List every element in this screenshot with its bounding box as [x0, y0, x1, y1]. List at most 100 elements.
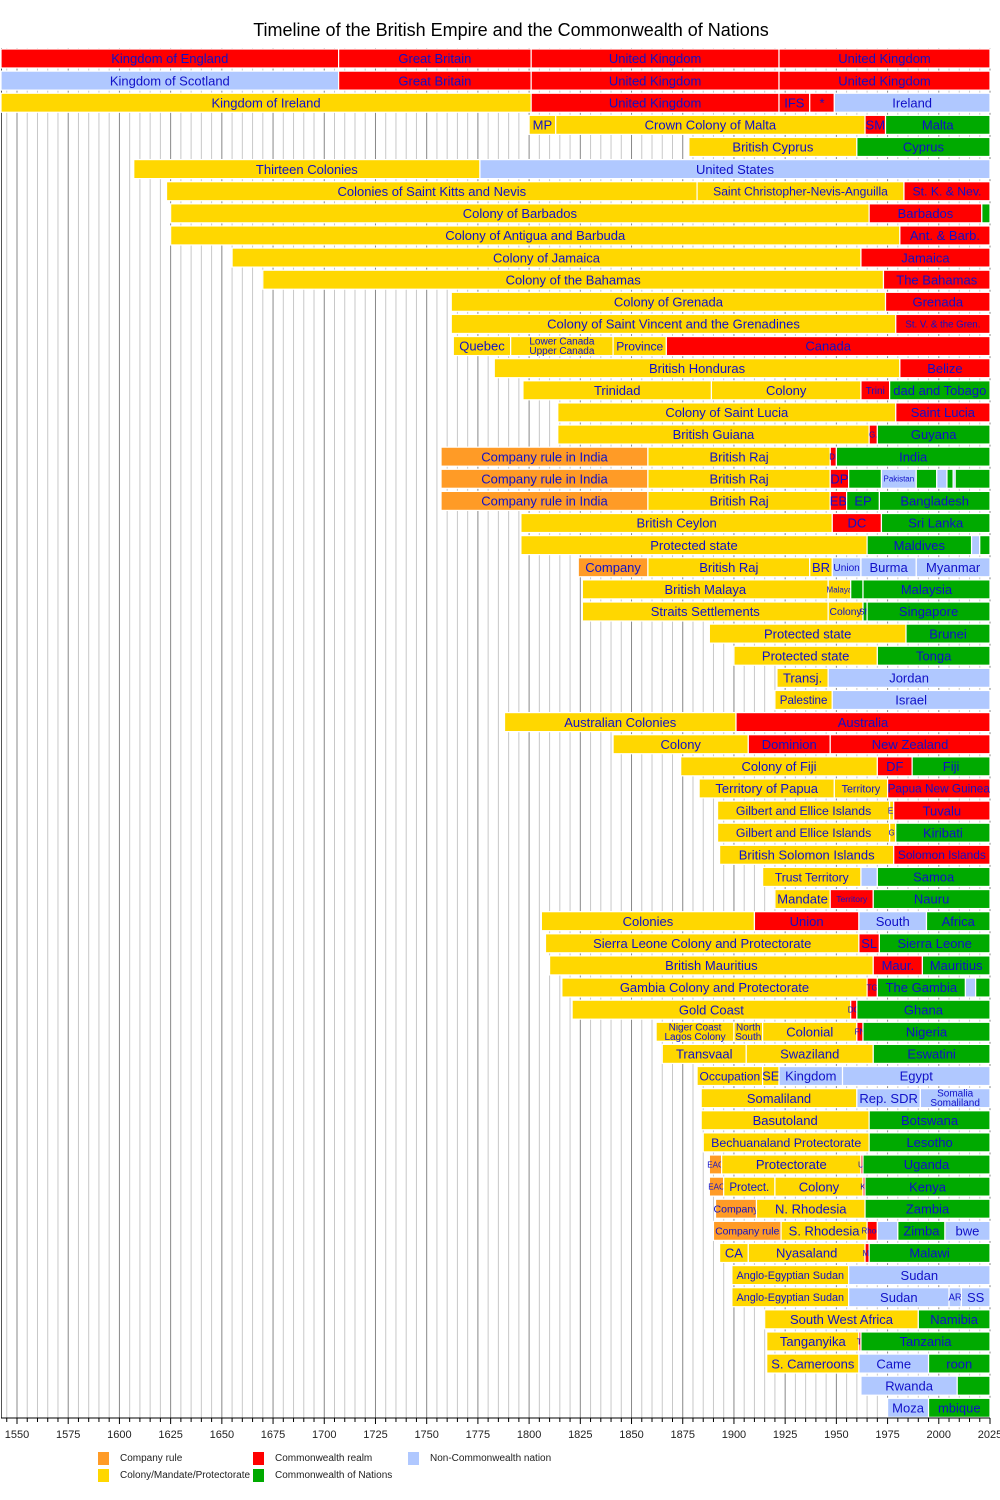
segment-commonwealth	[927, 1353, 991, 1374]
segment-label: Gilbert and Ellice Islands	[736, 804, 871, 818]
segment-label: EAC	[707, 1160, 724, 1169]
segment-label: Colony of Antigua and Barbuda	[445, 228, 626, 243]
timeline-row: Tanganyika T. Tanzania	[766, 1331, 991, 1352]
segment-label: Nauru	[914, 892, 949, 907]
segment-noncw	[876, 1220, 899, 1241]
timeline-row: Protected state Brunei	[708, 623, 991, 644]
segment-label: Bechuanaland Protectorate	[711, 1136, 861, 1150]
segment-label: Colony of Fiji	[741, 759, 816, 774]
x-tick-label: 1900	[722, 1429, 746, 1441]
x-tick-label: 1700	[312, 1429, 336, 1441]
timeline-row: Moza mbique	[886, 1397, 991, 1418]
segment-label: Protected state	[650, 538, 737, 553]
segment-label: Kingdom of England	[111, 51, 228, 66]
segment-label: British Raj	[709, 471, 768, 486]
segment-noncw	[944, 1220, 991, 1241]
segment-commonwealth	[878, 490, 991, 511]
segment-label: Colonial	[786, 1024, 833, 1039]
segment-commonwealth	[866, 601, 991, 622]
segment-label: India	[899, 449, 928, 464]
segment-label: BR	[812, 560, 830, 575]
legend-swatch	[253, 1469, 264, 1482]
segment-commonwealth	[921, 955, 991, 976]
segment-realm	[895, 402, 991, 423]
segment-realm	[884, 291, 991, 312]
segment-realm	[860, 247, 991, 268]
x-tick-label: 1800	[517, 1429, 541, 1441]
timeline-row: Rwanda	[860, 1375, 991, 1396]
segment-label: GI	[888, 829, 896, 838]
segment-label: British Mauritius	[665, 958, 758, 973]
legend-swatch	[98, 1469, 109, 1482]
timeline-row: Sierra Leone Colony and Protectorate SL Si…	[544, 933, 991, 954]
timeline-row: Colony Dominion New Zealand	[612, 734, 991, 755]
segment-label: Zambia	[906, 1201, 950, 1216]
timeline-row: British Guiana G. Guyana	[557, 424, 991, 445]
segment-label: Colony of Saint Vincent and the Grenadin…	[547, 317, 800, 332]
timeline-row: Basutoland Botswana	[700, 1110, 991, 1131]
timeline-row: Colony of Fiji DF Fiji	[680, 756, 991, 777]
segment-label: Saint Lucia	[911, 405, 976, 420]
segment-label: Brunei	[929, 626, 967, 641]
segment-label: Sudan	[880, 1290, 918, 1305]
segment-label: Colony of Grenada	[614, 295, 724, 310]
timeline-row: Anglo-Egyptian Sudan Sudan AR SS	[731, 1287, 991, 1308]
timeline-row: Gilbert and Ellice Islands EI Tuvalu	[716, 800, 991, 821]
timeline-row: Company British Raj BR Union Burma Myanmar	[577, 557, 991, 578]
x-axis: 1550 1575 1600 1625 1650 1675 1700 1725 1750 1775…	[1, 1417, 1000, 1441]
segment-label: United Kingdom	[838, 73, 931, 88]
timeline-row: Gold Coast DG Ghana	[571, 999, 991, 1020]
segment-label: The Gambia	[886, 980, 958, 995]
segment-label: Uganda	[904, 1157, 950, 1172]
legend-item-colony: Colony/Mandate/Protectorate	[98, 1469, 250, 1482]
timeline-row: Protected state Tonga	[733, 645, 991, 666]
timeline-row: Gilbert and Ellice Islands GI Kiribati	[716, 822, 991, 843]
segment-label: DI	[829, 453, 837, 462]
timeline-row: Colony of Saint Vincent and the Grenadin…	[450, 313, 991, 335]
timeline-row: MP Crown Colony of Malta SM Malta	[528, 114, 991, 135]
segment-label: The Bahamas	[896, 272, 977, 287]
segment-label: Ireland	[892, 95, 932, 110]
segment-commonwealth	[862, 579, 991, 600]
x-tick-label: 1675	[261, 1429, 285, 1441]
segment-label: dad and Tobago	[893, 383, 986, 398]
segment-label: Egypt	[900, 1069, 934, 1084]
timeline-row: Colony of Grenada Grenada	[450, 291, 991, 312]
segment-label: Mandate	[777, 892, 828, 907]
segment-commonwealth	[864, 1176, 991, 1197]
segment-label: Gilbert and Ellice Islands	[736, 826, 871, 840]
segment-noncw	[964, 977, 977, 998]
segment-commonwealth	[895, 822, 991, 843]
legend-label: Colony/Mandate/Protectorate	[120, 1470, 251, 1481]
segment-commonwealth	[956, 1375, 991, 1396]
segment-label: Malaya	[827, 585, 853, 594]
segment-label: roon	[946, 1356, 972, 1371]
segment-label: Israel	[895, 693, 927, 708]
segment-commonwealth	[915, 468, 938, 489]
timeline-row: Company N. Rhodesia Zambia	[714, 1198, 991, 1219]
x-tick-label: 1725	[363, 1429, 387, 1441]
x-tick-label: 1650	[210, 1429, 234, 1441]
timeline-row: Anglo-Egyptian Sudan Sudan	[731, 1264, 991, 1286]
legend-label: Non-Commonwealth nation	[430, 1453, 552, 1464]
timeline-row: British Cyprus Cyprus	[688, 136, 991, 158]
segment-label: Protectorate	[756, 1157, 827, 1172]
segment-label: *	[819, 95, 824, 110]
segment-label: United Kingdom	[609, 95, 702, 110]
x-tick-label: 1925	[773, 1429, 797, 1441]
segment-label: Lower Canada	[529, 337, 594, 348]
segment-label: Transvaal	[676, 1047, 733, 1062]
segment-label: Territory	[842, 783, 881, 795]
segment-label: Fiji	[943, 759, 960, 774]
segment-commonwealth	[905, 623, 991, 644]
segment-label: Malaysia	[901, 582, 953, 597]
timeline-row: Company rule in India British Raj EB EP Bang…	[440, 490, 991, 511]
segment-label: Company rule in India	[481, 449, 608, 464]
segment-realm	[735, 711, 991, 733]
segment-label: Saint Christopher-Nevis-Anguilla	[713, 185, 888, 199]
segment-label: Trini	[866, 386, 885, 397]
segment-label: Rhod.	[862, 1227, 883, 1236]
segment-noncw	[831, 689, 991, 711]
segment-noncw	[915, 557, 991, 578]
segment-label: Upper Canada	[529, 346, 594, 357]
